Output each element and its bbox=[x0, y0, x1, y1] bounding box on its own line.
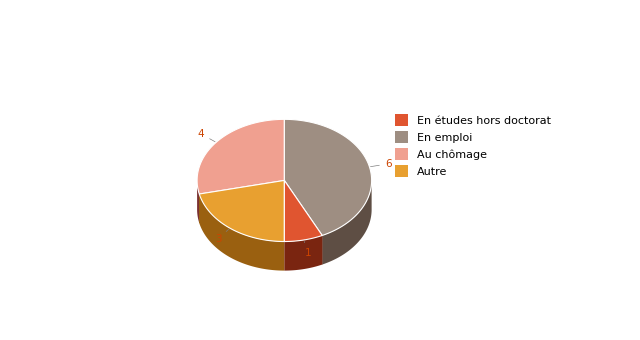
Polygon shape bbox=[197, 119, 284, 194]
Polygon shape bbox=[284, 236, 322, 271]
Polygon shape bbox=[284, 181, 322, 265]
Polygon shape bbox=[199, 181, 284, 223]
Polygon shape bbox=[199, 181, 284, 223]
Polygon shape bbox=[199, 181, 284, 241]
Polygon shape bbox=[284, 181, 322, 241]
Polygon shape bbox=[284, 181, 322, 265]
Text: 6: 6 bbox=[371, 159, 392, 169]
Text: 1: 1 bbox=[304, 241, 312, 258]
Polygon shape bbox=[284, 119, 372, 236]
Text: 3: 3 bbox=[214, 229, 229, 244]
Polygon shape bbox=[199, 194, 284, 271]
Polygon shape bbox=[322, 181, 372, 265]
Polygon shape bbox=[197, 181, 199, 223]
Text: 4: 4 bbox=[198, 129, 215, 142]
Legend: En études hors doctorat, En emploi, Au chômage, Autre: En études hors doctorat, En emploi, Au c… bbox=[392, 111, 555, 180]
